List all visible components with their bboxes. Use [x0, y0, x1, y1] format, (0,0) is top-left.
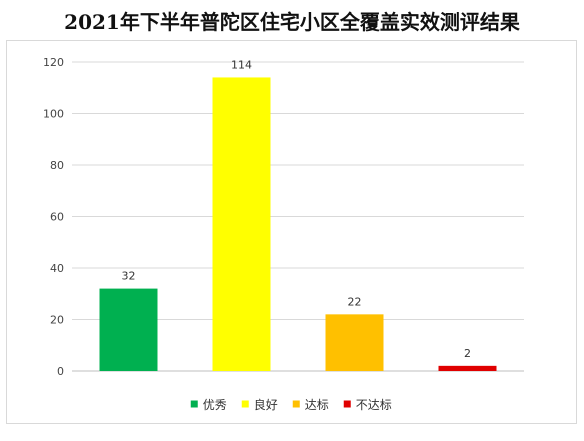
y-axis-ticks: 0 20 40 60 80 100 120 — [43, 56, 64, 378]
data-label: 32 — [122, 270, 136, 283]
legend-label: 良好 — [254, 397, 278, 412]
bar-2 — [212, 77, 271, 371]
legend-swatch — [241, 400, 249, 408]
bar-1 — [99, 288, 158, 371]
legend-label: 不达标 — [356, 398, 392, 412]
y-tick-label: 80 — [50, 159, 64, 172]
chart-title: 2021年下半年普陀区住宅小区全覆盖实效测评结果 — [64, 10, 520, 34]
bar-3 — [325, 314, 384, 371]
data-label: 114 — [231, 58, 252, 71]
legend-label: 达标 — [305, 398, 329, 412]
y-tick-label: 40 — [50, 262, 64, 275]
data-label: 2 — [464, 347, 471, 360]
chart-frame — [6, 40, 577, 424]
legend-swatch — [190, 400, 198, 408]
legend-label: 优秀 — [203, 398, 227, 412]
legend: 优秀 良好 达标 不达标 — [190, 397, 392, 412]
bar-4 — [438, 365, 497, 371]
y-tick-label: 100 — [43, 108, 64, 121]
data-label: 22 — [348, 295, 362, 308]
legend-swatch — [343, 400, 351, 408]
y-tick-label: 120 — [43, 56, 64, 69]
bars — [99, 77, 497, 371]
y-tick-label: 0 — [57, 365, 64, 378]
legend-swatch — [292, 400, 300, 408]
y-tick-label: 20 — [50, 314, 64, 327]
y-tick-label: 60 — [50, 211, 64, 224]
